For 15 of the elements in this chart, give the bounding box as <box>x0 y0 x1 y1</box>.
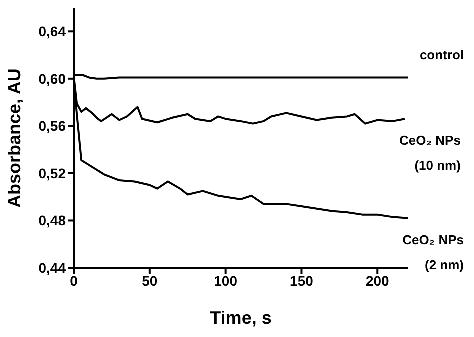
x-tick-label: 150 <box>290 272 314 289</box>
x-tick-label: 50 <box>142 272 158 289</box>
y-tick-label: 0,64 <box>38 24 66 40</box>
y-tick-label: 0,56 <box>38 118 66 134</box>
series-label: CeO₂ NPs (2 nm) <box>402 232 464 272</box>
series-label: control <box>420 48 464 63</box>
y-tick-label: 0,52 <box>38 165 66 182</box>
x-axis-title: Time, s <box>210 308 272 328</box>
x-tick-label: 200 <box>366 272 390 289</box>
x-tick-label: 0 <box>70 272 78 289</box>
series-label: CeO₂ NPs (10 nm) <box>400 133 461 174</box>
y-tick-label: 0,60 <box>38 70 66 87</box>
y-tick-label: 0,44 <box>38 260 66 276</box>
y-tick-label: 0,48 <box>38 212 66 229</box>
x-tick-label: 100 <box>214 272 238 289</box>
